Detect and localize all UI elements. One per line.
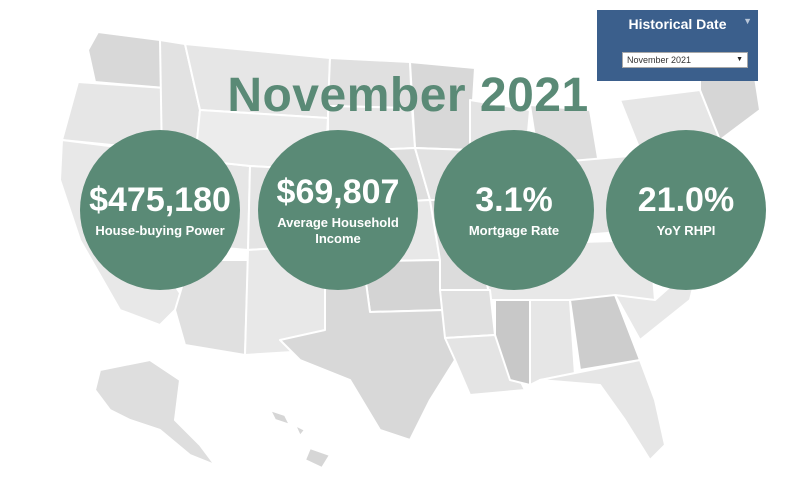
map-region-arizona	[174, 259, 249, 356]
filter-title: Historical Date	[628, 16, 727, 32]
metric-value: $475,180	[89, 181, 231, 219]
map-region-alabama	[529, 299, 576, 386]
chevron-down-icon[interactable]: ▼	[743, 16, 752, 26]
metric-value: 3.1%	[475, 181, 553, 219]
metric-value: 21.0%	[637, 181, 735, 219]
metric-mortgage-rate: 3.1% Mortgage Rate	[434, 130, 594, 290]
metric-label: YoY RHPI	[656, 223, 716, 238]
dropdown-arrow-icon: ▼	[736, 56, 743, 63]
map-region-arkansas	[439, 289, 496, 339]
metric-yoy-rhpi: 21.0% YoY RHPI	[606, 130, 766, 290]
map-region-hawaii	[269, 409, 331, 469]
metric-label: House-buying Power	[95, 223, 225, 238]
metric-house-buying-power: $475,180 House-buying Power	[80, 130, 240, 290]
dropdown-selected-value: November 2021	[627, 55, 692, 65]
map-region-washington	[87, 31, 166, 89]
map-region-alaska	[94, 359, 216, 466]
metric-value: $69,807	[276, 173, 400, 211]
map-region-mississippi	[494, 299, 531, 386]
metric-label: Mortgage Rate	[468, 223, 560, 238]
historical-date-filter: Historical Date ▼ November 2021 ▼	[597, 10, 758, 81]
page-title: November 2021	[227, 69, 589, 122]
metric-label: Average Household Income	[277, 215, 399, 246]
metric-average-household-income: $69,807 Average Household Income	[258, 130, 418, 290]
historical-date-dropdown[interactable]: November 2021 ▼	[622, 52, 748, 68]
map-region-florida	[539, 359, 666, 461]
map-region-texas	[279, 274, 456, 441]
